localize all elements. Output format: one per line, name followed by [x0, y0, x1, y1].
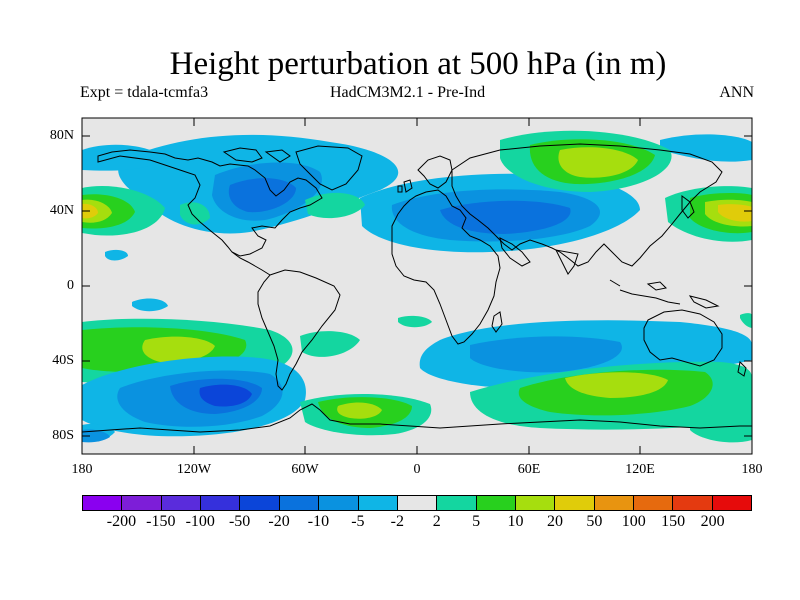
colorbar-label: -200: [106, 513, 137, 530]
contour-negative-arctic-east: [660, 134, 752, 162]
contour-positive-south-atlantic-small: [300, 331, 360, 357]
coast-north-america: [97, 149, 323, 257]
contour-negative-indian-ocean-mid: [470, 336, 622, 373]
colorbar-label: 150: [661, 513, 686, 530]
colorbar-label: 100: [621, 513, 646, 530]
lat-tick-label: 0: [67, 278, 74, 293]
contour-positive-gulf-patch: [180, 202, 210, 225]
colorbar: [82, 495, 752, 511]
coast-south-america: [257, 269, 341, 391]
coastlines-layer: [82, 143, 752, 433]
coast-asia: [451, 143, 723, 267]
contour-negative-eurasia-core: [440, 200, 571, 234]
lat-tick-label: 40S: [52, 353, 74, 368]
contour-negative-tropical-pacific-east: [132, 298, 168, 312]
contour-positive-east-pacific: [740, 313, 752, 328]
lat-tick-label: 40N: [49, 203, 74, 218]
colorbar-label: -150: [146, 513, 176, 530]
lon-tick-label: 60E: [517, 462, 541, 477]
coast-antarctica: [82, 403, 752, 433]
contour-positive-south-pacific-east: [690, 402, 752, 443]
lon-tick-label: 60W: [291, 462, 319, 477]
colorbar-swatch: [240, 496, 280, 510]
colorbar-swatch: [319, 496, 359, 510]
colorbar-swatch: [201, 496, 241, 510]
contour-negative-north-america-inner: [228, 178, 296, 213]
colorbar-swatch: [515, 496, 556, 510]
contour-positive-siberia-core: [558, 147, 638, 178]
colorbar-swatch: [358, 496, 398, 510]
colorbar-label: -20: [268, 513, 290, 530]
colorbar-swatch: [161, 496, 202, 510]
colorbar-label: 5: [472, 513, 481, 530]
coast-scandinavia: [417, 155, 453, 189]
colorbar-label: 10: [507, 513, 524, 530]
colorbar-swatch: [555, 496, 595, 510]
coast-greenland: [295, 145, 363, 191]
axis-ticks: [81, 118, 752, 454]
experiment-label: Expt = tdala-tcmfa3: [80, 84, 209, 101]
coast-indonesia: [609, 279, 720, 309]
contour-positive-southern-ocean-core: [337, 402, 382, 419]
lat-tick-label: 80S: [52, 428, 74, 443]
model-label: HadCM3M2.1 - Pre-Ind: [330, 84, 486, 101]
contour-positive-north-pacific-east-peak: [718, 204, 752, 222]
lat-tick-label: 80N: [49, 128, 74, 143]
contour-negative-tropical-pacific-west: [105, 249, 128, 261]
coast-madagascar: [491, 311, 503, 333]
lon-tick-label: 120E: [625, 462, 655, 477]
contour-negative-south-pacific-deep-core: [199, 384, 252, 407]
contour-fill-layer: [82, 130, 752, 443]
colorbar-label: 2: [432, 513, 441, 530]
colorbar-swatch: [673, 496, 713, 510]
colorbar-label: 200: [700, 513, 725, 530]
coast-british-isles: [397, 179, 413, 193]
contour-positive-tropical-atlantic: [398, 315, 432, 328]
contour-negative-south-pacific-edge-band: [82, 429, 110, 443]
contour-positive-south-pacific-west-core: [142, 336, 215, 363]
coast-central-america: [231, 251, 271, 276]
colorbar-label: -10: [307, 513, 330, 530]
coast-australia: [643, 309, 723, 367]
colorbar-label: -5: [351, 513, 365, 530]
coast-arabia-india: [499, 237, 579, 275]
colorbar-swatch: [437, 496, 477, 510]
lon-tick-label: 120W: [176, 462, 212, 477]
colorbar-swatch: [83, 496, 123, 510]
colorbar-label: 50: [586, 513, 603, 530]
colorbar-swatch: [476, 496, 516, 510]
lon-tick-label: 0: [413, 462, 421, 477]
colorbar-swatch: [397, 496, 438, 510]
colorbar-label: -2: [390, 513, 404, 530]
coast-europe-africa: [391, 189, 501, 345]
colorbar-swatch: [712, 496, 752, 510]
colorbar-swatch: [634, 496, 674, 510]
colorbar-swatch: [122, 496, 162, 510]
coast-japan: [681, 195, 695, 219]
colorbar-label: 20: [546, 513, 563, 530]
lon-tick-label: 180: [741, 462, 763, 477]
colorbar-label: -50: [228, 513, 251, 530]
lon-tick-label: 180: [71, 462, 93, 477]
colorbar-label: -100: [185, 513, 215, 530]
colorbar-swatch: [279, 496, 320, 510]
coast-new-zealand: [737, 360, 747, 377]
colorbar-swatch: [594, 496, 635, 510]
plot-title: Height perturbation at 500 hPa (in m): [169, 46, 667, 82]
coast-canadian-islands: [222, 147, 291, 163]
period-label: ANN: [719, 84, 754, 101]
contour-positive-south-indian-core: [565, 372, 668, 398]
